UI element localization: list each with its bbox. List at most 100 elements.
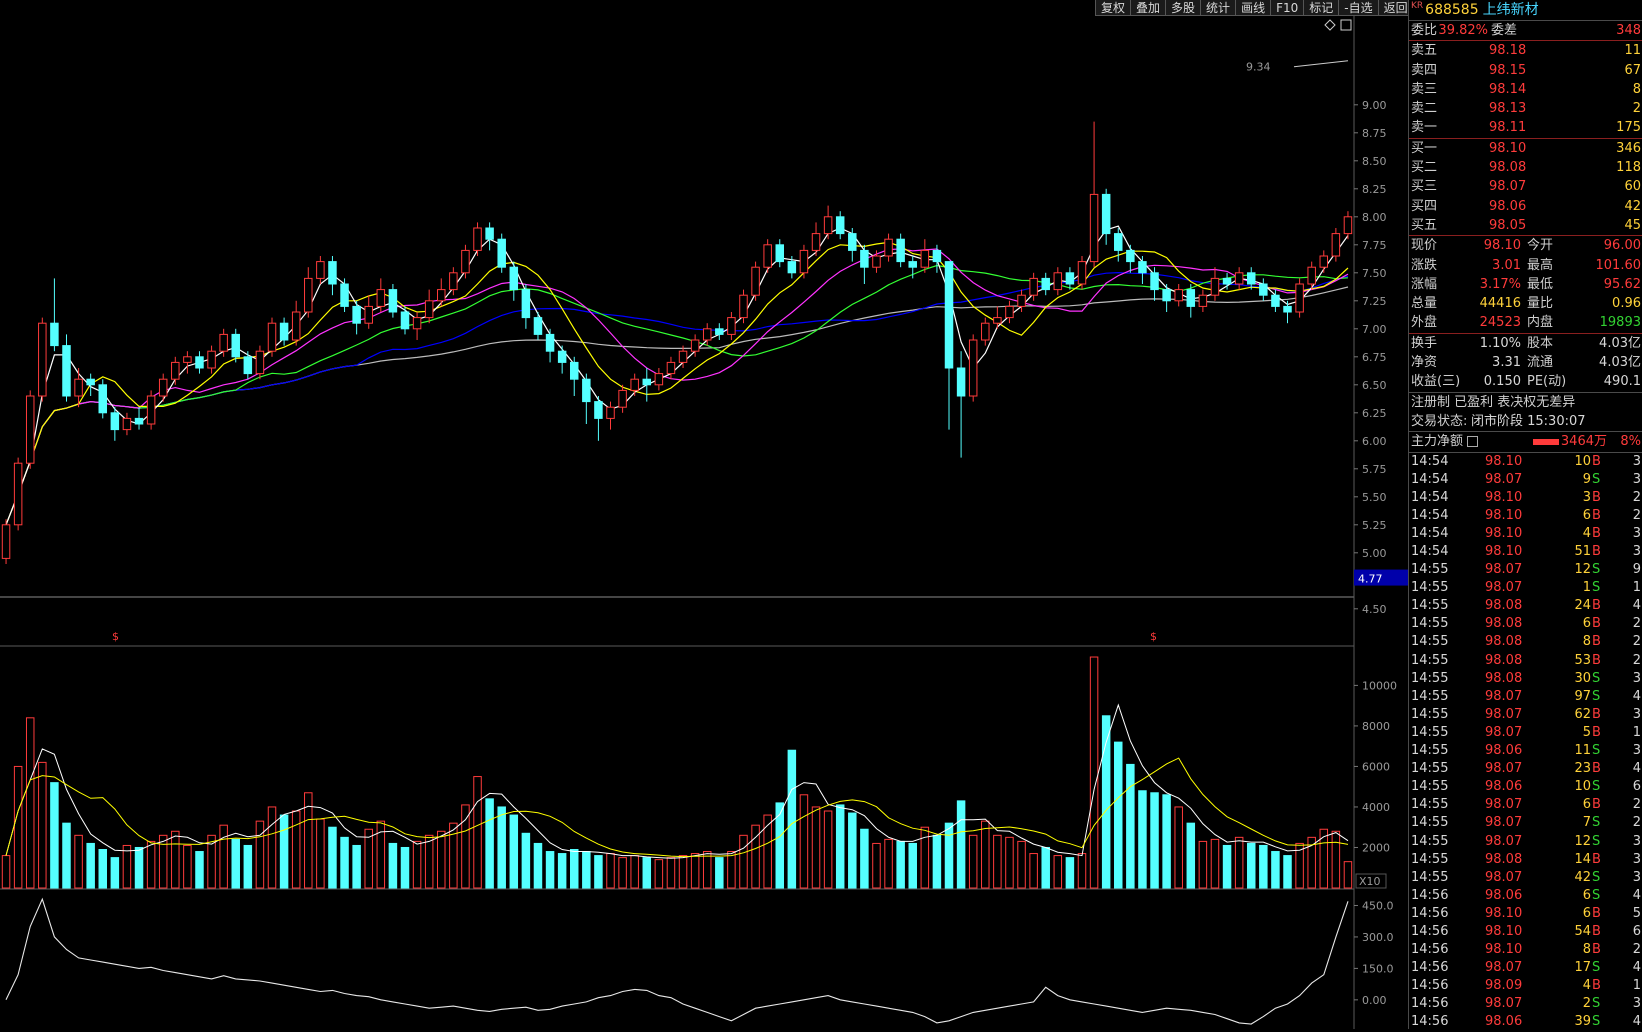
tick-row: 14:55 98.07 1 S 1 (1409, 579, 1642, 597)
toolbar-button-7[interactable]: -自选 (1338, 0, 1378, 16)
quote-label: 最低 (1527, 276, 1554, 292)
toolbar-button-2[interactable]: 多股 (1165, 0, 1201, 16)
kline-chart[interactable]: 10000 8000 6000 4000 2000 X10 450.0 300.0 150.0… (0, 0, 1408, 1029)
tick-volume: 5 (1582, 724, 1591, 740)
tick-count: 3 (1632, 670, 1641, 686)
volume-bar (255, 820, 265, 889)
diamond-icon[interactable] (1324, 19, 1336, 31)
tick-row: 14:55 98.08 24 B 4 (1409, 597, 1642, 615)
quote-value: 101.60 (1595, 257, 1642, 273)
candle (1065, 267, 1075, 290)
candle (981, 317, 990, 346)
tick-price: 98.07 (1485, 580, 1523, 596)
tick-list[interactable]: 14:54 98.10 10 B 3 14:54 98.07 9 S 3 14:54 98.10 3 B 2… (1409, 451, 1642, 1032)
quote-label: 内盘 (1527, 315, 1554, 331)
candle (690, 334, 700, 357)
ma5-line (5, 225, 1349, 526)
volume-bar (231, 838, 240, 889)
volume-bar (86, 842, 95, 889)
ask-level-row[interactable]: 卖一 98.11 175 (1409, 118, 1642, 137)
quote-value: 44416 (1479, 296, 1521, 312)
tick-row: 14:55 98.06 10 S 6 (1409, 778, 1642, 796)
tick-count: 3 (1632, 869, 1641, 885)
stock-code[interactable]: 688585 (1425, 2, 1479, 18)
volume-bar (751, 824, 760, 889)
tick-count: 1 (1632, 978, 1641, 994)
volume-bar (1283, 855, 1292, 889)
ask-level-row[interactable]: 卖三 98.14 8 (1409, 80, 1642, 99)
bid-level-row[interactable]: 买五 98.05 45 (1409, 216, 1642, 235)
trade-status: 交易状态: 闭市阶段 15:30:07 (1411, 413, 1586, 429)
volume-bar (630, 855, 639, 889)
candle (884, 233, 893, 262)
bid-levels: 买一 98.10 346 买二 98.08 118 买三 98.07 60 买四 98.06 42 买五… (1409, 137, 1642, 235)
bid-level-row[interactable]: 买四 98.06 42 (1409, 197, 1642, 216)
stock-name[interactable]: 上纬新材 (1482, 2, 1539, 18)
main-force-label: 主力净额 (1411, 434, 1464, 450)
tick-count: 1 (1632, 580, 1641, 596)
fund-value: 0.150 (1483, 374, 1521, 390)
ma10-line (5, 241, 1349, 526)
toolbar-button-5[interactable]: F10 (1270, 0, 1304, 16)
tick-row: 14:56 98.10 54 B 6 (1409, 923, 1642, 941)
toolbar-button-4[interactable]: 画线 (1235, 0, 1271, 16)
tick-row: 14:55 98.07 7 S 2 (1409, 814, 1642, 832)
toolbar-button-1[interactable]: 叠加 (1130, 0, 1166, 16)
tick-price: 98.10 (1485, 489, 1523, 505)
volume-bar (763, 814, 772, 889)
list-icon[interactable] (1467, 436, 1478, 448)
volume-bar (110, 857, 120, 889)
level-volume: 2 (1632, 101, 1641, 117)
toolbar-button-0[interactable]: 复权 (1095, 0, 1131, 16)
bid-level-row[interactable]: 买二 98.08 118 (1409, 158, 1642, 177)
quote-label: 总量 (1411, 296, 1438, 312)
volume-bar (787, 749, 797, 889)
candle (835, 211, 845, 240)
fund-value: 4.03亿 (1599, 335, 1641, 351)
ask-level-row[interactable]: 卖四 98.15 67 (1409, 61, 1642, 80)
level-volume: 118 (1616, 160, 1641, 176)
volume-bar (134, 846, 144, 889)
tick-price: 98.06 (1485, 1014, 1523, 1030)
tick-time: 14:55 (1411, 797, 1449, 813)
quote-row: 外盘 24523 内盘 19893 (1409, 313, 1642, 332)
quote-label: 最高 (1527, 257, 1554, 273)
tick-row: 14:55 98.08 30 S 3 (1409, 670, 1642, 688)
candle (328, 256, 337, 296)
ask-level-row[interactable]: 卖二 98.13 2 (1409, 99, 1642, 118)
candle (255, 345, 265, 380)
candle (1089, 121, 1099, 268)
candle (811, 222, 821, 256)
toolbar-button-8[interactable]: 返回 (1377, 0, 1413, 16)
candle (50, 278, 59, 352)
bid-level-row[interactable]: 买一 98.10 346 (1409, 139, 1642, 158)
tick-count: 3 (1632, 453, 1641, 469)
level-label: 买四 (1411, 198, 1438, 214)
ask-level-row[interactable]: 卖五 98.18 11 (1409, 41, 1642, 60)
volume-bar (1089, 656, 1099, 889)
volume-bar (1234, 836, 1244, 889)
volume-bar (1162, 794, 1171, 889)
candle (618, 384, 627, 413)
candle (207, 345, 216, 374)
level-volume: 175 (1616, 120, 1641, 136)
toolbar-button-3[interactable]: 统计 (1200, 0, 1236, 16)
tick-row: 14:55 98.08 14 B 3 (1409, 851, 1642, 869)
volume-bar (304, 792, 313, 889)
candle (352, 300, 361, 335)
tick-side: B (1592, 724, 1601, 740)
bid-level-row[interactable]: 买三 98.07 60 (1409, 177, 1642, 196)
candle (1053, 267, 1063, 296)
toolbar-button-6[interactable]: 标记 (1303, 0, 1339, 16)
tick-volume: 6 (1582, 797, 1591, 813)
volume-bar (485, 798, 494, 889)
volume-bar (437, 830, 446, 889)
tick-time: 14:56 (1411, 978, 1449, 994)
window-icon[interactable] (1340, 19, 1352, 31)
wei-bi-value: 39.82% (1438, 23, 1488, 38)
tick-row: 14:55 98.08 8 B 2 (1409, 633, 1642, 651)
volume-bar (183, 844, 192, 889)
tick-count: 3 (1632, 525, 1641, 541)
volume-bar (171, 830, 180, 889)
candle (376, 278, 386, 312)
